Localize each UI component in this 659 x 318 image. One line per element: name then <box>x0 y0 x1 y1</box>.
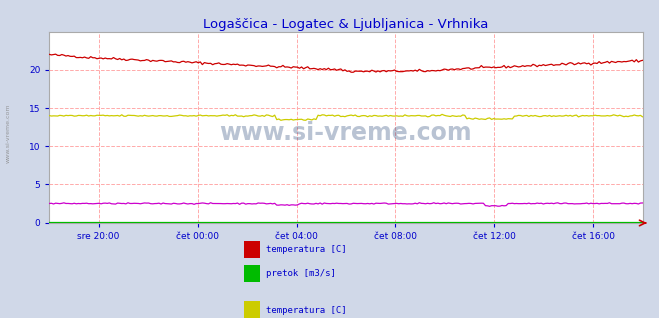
Text: temperatura [C]: temperatura [C] <box>266 245 346 254</box>
Text: www.si-vreme.com: www.si-vreme.com <box>219 121 473 145</box>
Text: www.si-vreme.com: www.si-vreme.com <box>5 104 11 163</box>
Text: pretok [m3/s]: pretok [m3/s] <box>266 269 335 278</box>
Text: temperatura [C]: temperatura [C] <box>266 306 346 315</box>
Title: Logaščica - Logatec & Ljubljanica - Vrhnika: Logaščica - Logatec & Ljubljanica - Vrhn… <box>203 17 489 31</box>
